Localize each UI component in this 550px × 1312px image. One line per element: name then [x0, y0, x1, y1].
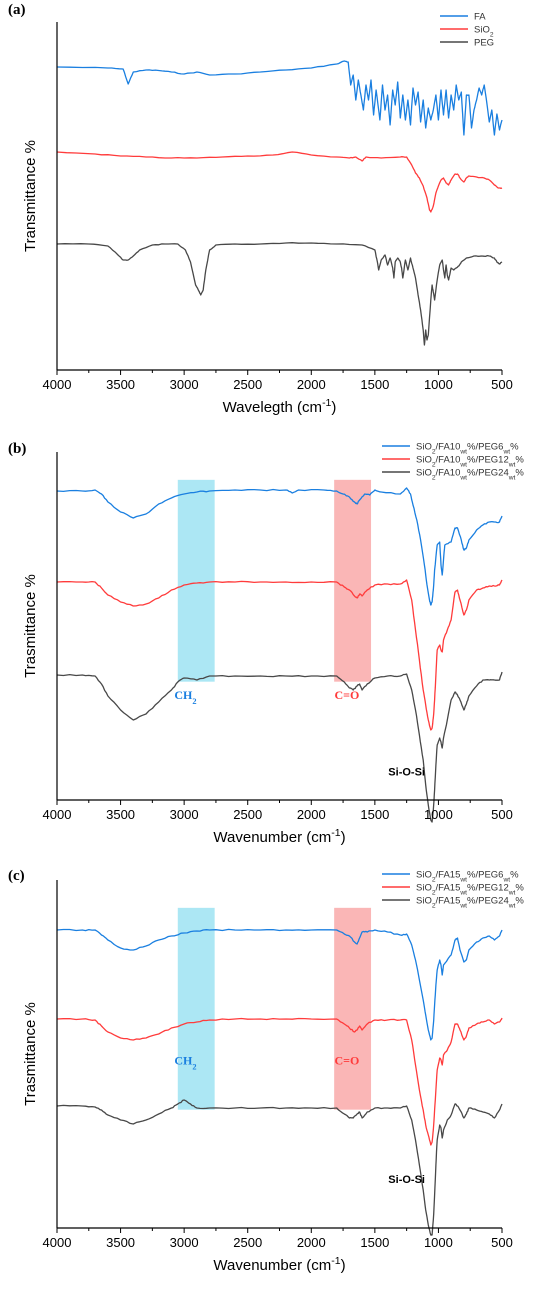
x-tick-label: 500: [491, 1235, 513, 1250]
x-axis-title: Wavenumber (cm-1): [213, 827, 345, 846]
x-axis-title: Wavelegth (cm-1): [223, 397, 337, 416]
annotation-label: C=O: [334, 688, 359, 702]
band-highlight-1: [334, 479, 372, 682]
band-highlight-1: [334, 907, 372, 1110]
x-tick-label: 2500: [233, 377, 262, 392]
legend-entry: SiO2/FA15wt%/PEG6wt%: [416, 870, 519, 884]
chart-panel-0: 4000 3500 3000 2500 2000 1500 1000 500 Wavelegth…: [22, 12, 513, 417]
x-tick-label: 3500: [106, 1235, 135, 1250]
x-tick-label: 2000: [297, 1235, 326, 1250]
y-axis-title: Transmittance %: [22, 140, 39, 252]
annotation-label: Si-O-Si: [388, 767, 425, 779]
series-line-2: [56, 242, 503, 346]
x-tick-label: 1000: [424, 377, 453, 392]
x-tick-label: 2500: [233, 1235, 262, 1250]
panel-label-b: (b): [8, 441, 27, 457]
x-tick-label: 2000: [297, 807, 326, 822]
x-tick-label: 3000: [170, 807, 199, 822]
annotation-label: CH2: [174, 1053, 196, 1071]
legend-entry: SiO2/FA10wt%/PEG6wt%: [416, 442, 519, 456]
x-tick-label: 500: [491, 807, 513, 822]
x-tick-label: 4000: [43, 377, 72, 392]
x-tick-label: 500: [491, 377, 513, 392]
series-line-1: [56, 151, 503, 213]
legend-entry: FA: [474, 12, 486, 23]
x-tick-label: 1000: [424, 1235, 453, 1250]
y-axis-title: Trasmittance %: [22, 1002, 39, 1106]
x-tick-label: 1500: [360, 377, 389, 392]
legend-entry: SiO2/FA15wt%/PEG12wt%: [416, 883, 524, 897]
x-tick-label: 3500: [106, 807, 135, 822]
x-tick-label: 1500: [360, 1235, 389, 1250]
x-tick-label: 1500: [360, 807, 389, 822]
legend-entry: PEG: [474, 38, 494, 49]
series-line-0: [56, 928, 503, 1041]
x-tick-label: 3000: [170, 377, 199, 392]
x-tick-label: 1000: [424, 807, 453, 822]
legend-entry: SiO2: [474, 25, 494, 39]
annotation-label: Si-O-Si: [388, 1174, 425, 1186]
annotation-label: CH2: [174, 688, 196, 706]
chart-panel-2: 4000 3500 3000 2500 2000 1500 1000 500 Wavenumbe…: [22, 870, 524, 1275]
x-tick-label: 3500: [106, 377, 135, 392]
band-highlight-0: [177, 479, 215, 682]
panel-label-a: (a): [8, 2, 26, 18]
x-tick-label: 3000: [170, 1235, 199, 1250]
y-axis-title: Trasmittance %: [22, 574, 39, 678]
chart-panel-1: 4000 3500 3000 2500 2000 1500 1000 500 Wavenumbe…: [22, 442, 524, 847]
series-line-1: [56, 579, 503, 731]
series-line-0: [56, 487, 503, 606]
series-line-0: [56, 60, 503, 136]
x-tick-label: 2500: [233, 807, 262, 822]
series-line-2: [56, 1099, 503, 1236]
series-line-2: [56, 671, 503, 823]
annotation-label: C=O: [334, 1053, 359, 1067]
legend-entry: SiO2/FA10wt%/PEG12wt%: [416, 455, 524, 469]
x-tick-label: 4000: [43, 1235, 72, 1250]
legend-entry: SiO2/FA15wt%/PEG24wt%: [416, 896, 524, 910]
series-line-1: [56, 1017, 503, 1146]
panel-label-c: (c): [8, 868, 25, 884]
x-tick-label: 4000: [43, 807, 72, 822]
x-tick-label: 2000: [297, 377, 326, 392]
x-axis-title: Wavenumber (cm-1): [213, 1255, 345, 1274]
legend-entry: SiO2/FA10wt%/PEG24wt%: [416, 468, 524, 482]
band-highlight-0: [177, 907, 215, 1110]
